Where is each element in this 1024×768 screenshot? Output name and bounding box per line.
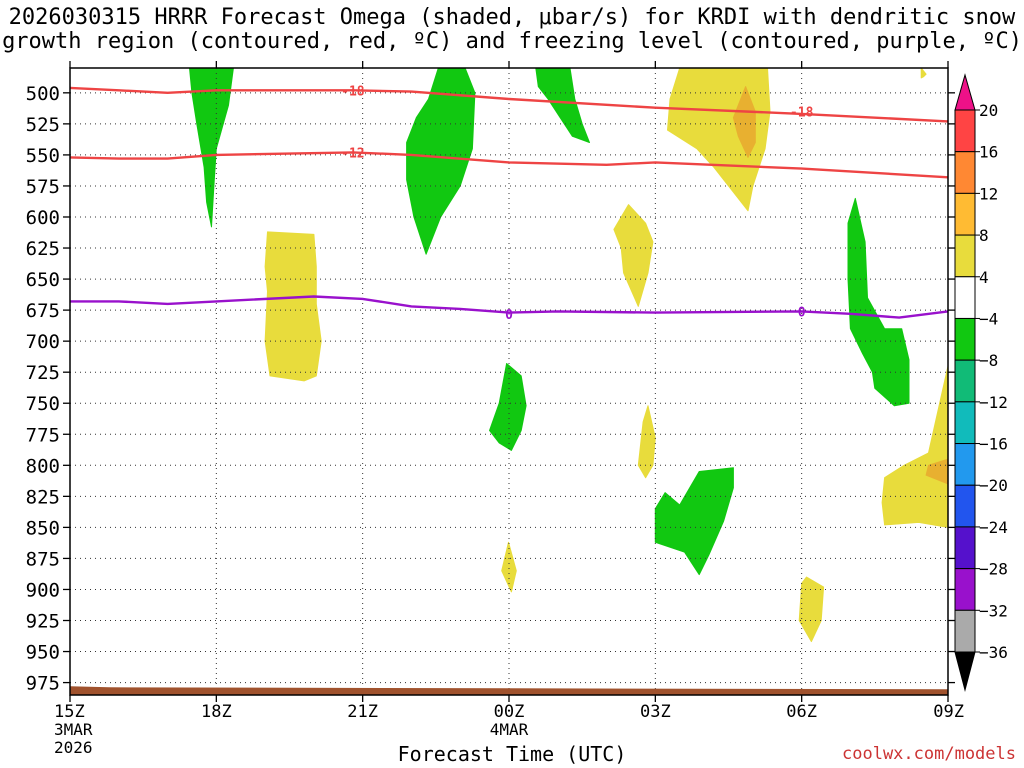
omega-region-pos8-b (925, 458, 948, 485)
minus12-line-label: -12 (341, 146, 364, 161)
ytick-label-800: 800 (26, 455, 60, 477)
colorbar-level-6: −8 (979, 351, 998, 370)
ytick-label-950: 950 (26, 642, 60, 664)
colorbar-band-10 (954, 526, 976, 570)
colorbar-bottom-arrow (954, 651, 976, 692)
xtick-label-00Z: 00Z (494, 702, 525, 722)
minus18-line-label: -18 (341, 84, 365, 99)
contour-label-0: -18 (790, 105, 814, 120)
omega-region-pos-g (881, 365, 948, 528)
omega-region-pos-h (920, 68, 927, 79)
xtick-label-18Z: 18Z (201, 702, 232, 722)
ytick-label-575: 575 (26, 176, 60, 198)
ytick-label-750: 750 (26, 393, 60, 415)
colorbar-level-3: 8 (979, 226, 989, 245)
colorbar-band-6 (954, 359, 976, 403)
colorbar-level-12: −32 (979, 601, 1008, 620)
omega-region-neg-c (535, 68, 590, 143)
colorbar-band-12 (954, 609, 976, 653)
colorbar-level-9: −20 (979, 476, 1008, 495)
colorbar-level-5: −4 (979, 309, 998, 328)
colorbar-level-2: 12 (979, 184, 998, 203)
xtick-label-06Z: 06Z (786, 702, 817, 722)
x-axis-label: Forecast Time (UTC) (397, 742, 627, 766)
omega-region-pos-d (637, 405, 656, 479)
colorbar-level-7: −12 (979, 393, 1008, 412)
minus18-line (70, 86, 948, 123)
colorbar-band-11 (954, 568, 976, 611)
ytick-label-975: 975 (26, 673, 60, 695)
ytick-label-875: 875 (26, 548, 60, 570)
omega-region-pos-f (798, 576, 825, 643)
colorbar-level-1: 16 (979, 143, 998, 162)
contour-label-1: 0 (798, 305, 806, 320)
colorbar-band-7 (954, 401, 976, 445)
colorbar-band-4 (954, 276, 976, 319)
ytick-label-925: 925 (26, 611, 60, 633)
omega-region-neg-e (654, 467, 734, 576)
ytick-label-500: 500 (26, 83, 60, 105)
ytick-label-675: 675 (26, 300, 60, 322)
colorbar-level-10: −24 (979, 518, 1008, 537)
xtick-sublabel-4MAR: 4MAR (490, 720, 529, 739)
xtick-label-21Z: 21Z (347, 702, 378, 722)
freezing-level-label: 0 (505, 308, 513, 323)
colorbar-band-5 (954, 317, 976, 361)
minus12-line (70, 151, 948, 179)
ytick-label-650: 650 (26, 269, 60, 291)
colorbar-band-8 (954, 443, 976, 486)
omega-region-pos-a (264, 231, 322, 382)
colorbar-band-2 (954, 192, 976, 236)
credit-link[interactable]: coolwx.com/models (842, 744, 1016, 764)
ytick-label-775: 775 (26, 424, 60, 446)
xtick-label-15Z: 15Z (54, 702, 85, 722)
omega-region-neg-b (406, 68, 476, 255)
freezing-level (70, 295, 948, 319)
colorbar-band-3 (954, 234, 976, 278)
ytick-label-725: 725 (26, 362, 60, 384)
omega-region-pos-e (501, 541, 517, 593)
ytick-label-700: 700 (26, 331, 60, 353)
colorbar-band-1 (954, 151, 976, 194)
colorbar-level-4: 4 (979, 268, 989, 287)
ytick-label-550: 550 (26, 145, 60, 167)
chart-title-line-1: 2026030315 HRRR Forecast Omega (shaded, … (8, 5, 1016, 30)
ytick-label-850: 850 (26, 517, 60, 539)
terrain-band (70, 686, 948, 695)
colorbar-top-arrow (954, 73, 976, 111)
omega-region-pos8-a (732, 86, 756, 158)
colorbar-band-9 (954, 484, 976, 528)
ytick-label-900: 900 (26, 579, 60, 601)
colorbar-level-0: 20 (979, 101, 998, 120)
xtick-sublabel-3MAR: 3MAR (54, 720, 93, 739)
omega-regions (189, 68, 948, 643)
colorbar-level-13: −36 (979, 643, 1008, 662)
xtick-label-03Z: 03Z (640, 702, 671, 722)
ytick-label-825: 825 (26, 486, 60, 508)
colorbar-level-8: −16 (979, 435, 1008, 454)
chart-title-line-2: growth region (contoured, red, ºC) and f… (2, 29, 1022, 54)
xtick-year-2026: 2026 (54, 738, 93, 757)
ytick-label-525: 525 (26, 114, 60, 136)
colorbar-band-0 (954, 109, 976, 153)
colorbar-level-11: −28 (979, 560, 1008, 579)
omega-region-neg-f (847, 197, 910, 407)
ytick-label-600: 600 (26, 207, 60, 229)
ytick-label-625: 625 (26, 238, 60, 260)
xtick-label-09Z: 09Z (933, 702, 964, 722)
omega-region-neg-d (489, 363, 527, 451)
omega-region-pos-c (613, 204, 654, 307)
